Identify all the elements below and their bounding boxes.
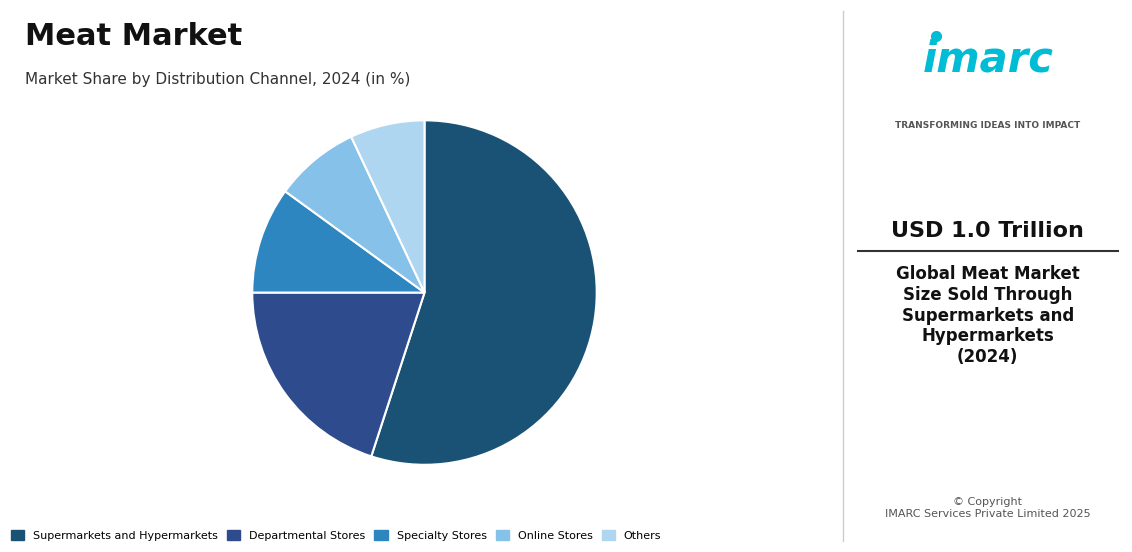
Wedge shape: [351, 120, 424, 293]
Wedge shape: [371, 120, 597, 465]
Text: USD 1.0 Trillion: USD 1.0 Trillion: [891, 221, 1084, 241]
Wedge shape: [252, 293, 424, 457]
Text: Meat Market: Meat Market: [25, 22, 242, 51]
Text: TRANSFORMING IDEAS INTO IMPACT: TRANSFORMING IDEAS INTO IMPACT: [895, 121, 1080, 130]
Wedge shape: [285, 137, 424, 293]
Text: © Copyright
IMARC Services Private Limited 2025: © Copyright IMARC Services Private Limit…: [885, 497, 1090, 519]
Text: Market Share by Distribution Channel, 2024 (in %): Market Share by Distribution Channel, 20…: [25, 72, 411, 87]
Text: imarc: imarc: [923, 39, 1053, 81]
Wedge shape: [252, 192, 424, 293]
Text: Global Meat Market
Size Sold Through
Supermarkets and
Hypermarkets
(2024): Global Meat Market Size Sold Through Sup…: [895, 265, 1080, 366]
Legend: Supermarkets and Hypermarkets, Departmental Stores, Specialty Stores, Online Sto: Supermarkets and Hypermarkets, Departmen…: [6, 524, 667, 546]
